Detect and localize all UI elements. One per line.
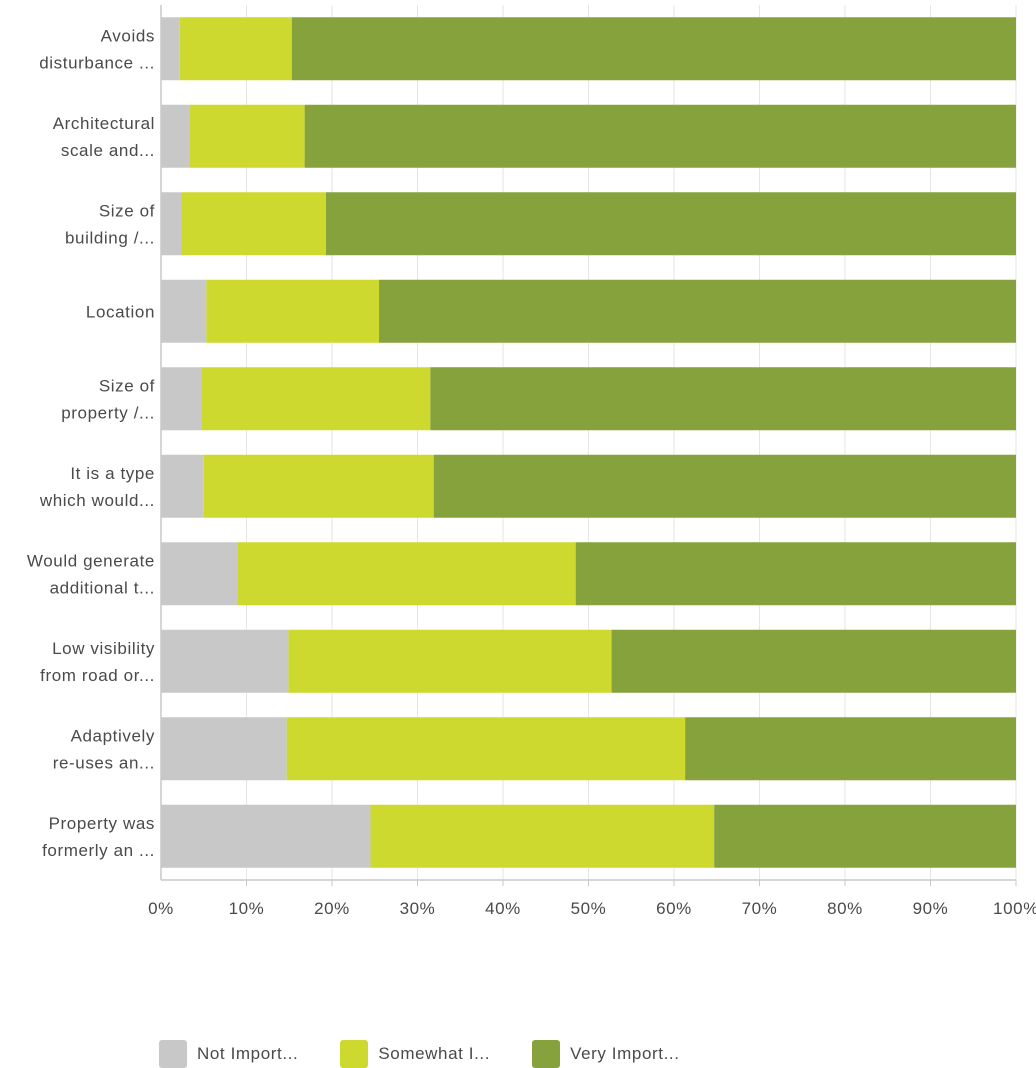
category-label: Location: [86, 302, 155, 321]
category-label: Architectural: [53, 114, 155, 133]
legend-label: Not Import...: [197, 1044, 299, 1063]
x-tick-label: 60%: [656, 899, 692, 918]
category-label: formerly an ...: [42, 841, 155, 860]
bar-segment: [714, 804, 1016, 868]
bar-segment: [379, 279, 1016, 343]
bar-segment: [181, 192, 327, 256]
bars: [161, 17, 1016, 868]
category-label: Avoids: [101, 26, 155, 45]
bar-segment: [288, 629, 612, 693]
category-label: additional t...: [50, 578, 155, 597]
category-label: property /...: [61, 403, 155, 422]
legend-item: Very Import...: [532, 1040, 680, 1068]
category-label: Low visibility: [52, 639, 155, 658]
category-label: Size of: [99, 376, 155, 395]
x-tick-label: 80%: [827, 899, 863, 918]
bar-segment: [237, 542, 576, 606]
bar-segment: [430, 367, 1016, 431]
bar-segment: [206, 279, 380, 343]
category-label: from road or...: [40, 666, 155, 685]
bar-segment: [291, 17, 1016, 81]
category-labels: Avoids disturbance ... Architectural scale …: [27, 26, 155, 860]
bar-segment: [161, 454, 204, 518]
x-axis-ticks: 0% 10% 20% 30% 40% 50% 60% 70% 80% 90% 100%: [148, 899, 1036, 918]
bar-segment: [161, 104, 190, 168]
x-tick-label: 30%: [400, 899, 436, 918]
bar-segment: [161, 542, 238, 606]
bar-segment: [286, 717, 686, 781]
bar-segment: [433, 454, 1016, 518]
x-tick-label: 10%: [229, 899, 265, 918]
bar-segment: [179, 17, 292, 81]
category-label: scale and...: [61, 141, 155, 160]
bar-segment: [370, 804, 715, 868]
bar-segment: [161, 804, 371, 868]
legend-swatch: [340, 1040, 369, 1068]
category-label: Adaptively: [71, 726, 155, 745]
legend-item: Somewhat I...: [340, 1040, 490, 1068]
x-tick-label: 50%: [571, 899, 607, 918]
bar-segment: [161, 279, 207, 343]
bar-segment: [161, 17, 180, 81]
bar-segment: [201, 367, 431, 431]
bar-segment: [203, 454, 434, 518]
x-tick-label: 20%: [314, 899, 350, 918]
bar-segment: [189, 104, 305, 168]
bar-segment: [161, 367, 202, 431]
stacked-bar-chart: Avoids disturbance ... Architectural scale …: [27, 5, 1036, 918]
legend: Not Import... Somewhat I... Very Import...: [159, 1040, 722, 1068]
legend-label: Somewhat I...: [378, 1044, 491, 1063]
legend-label: Very Import...: [570, 1044, 680, 1063]
x-tick-label: 0%: [148, 899, 174, 918]
category-label: It is a type: [70, 464, 155, 483]
bar-segment: [161, 629, 289, 693]
bar-segment: [575, 542, 1016, 606]
bar-segment: [304, 104, 1016, 168]
category-label: Would generate: [27, 551, 155, 570]
bar-segment: [161, 717, 287, 781]
legend-item: Not Import...: [159, 1040, 298, 1068]
x-tick-label: 40%: [485, 899, 521, 918]
category-label: Size of: [99, 201, 155, 220]
x-tick-label: 90%: [913, 899, 949, 918]
category-label: re-uses an...: [53, 753, 155, 772]
legend-swatch: [159, 1040, 187, 1068]
x-tick-label: 70%: [742, 899, 778, 918]
legend-swatch: [532, 1040, 561, 1068]
bar-segment: [326, 192, 1016, 256]
bar-segment: [611, 629, 1016, 693]
bar-segment: [685, 717, 1016, 781]
category-label: Property was: [49, 814, 155, 833]
category-label: disturbance ...: [39, 53, 155, 72]
x-tick-label: 100%: [993, 899, 1036, 918]
bar-segment: [161, 192, 182, 256]
category-label: which would...: [39, 491, 155, 510]
category-label: building /...: [65, 228, 155, 247]
